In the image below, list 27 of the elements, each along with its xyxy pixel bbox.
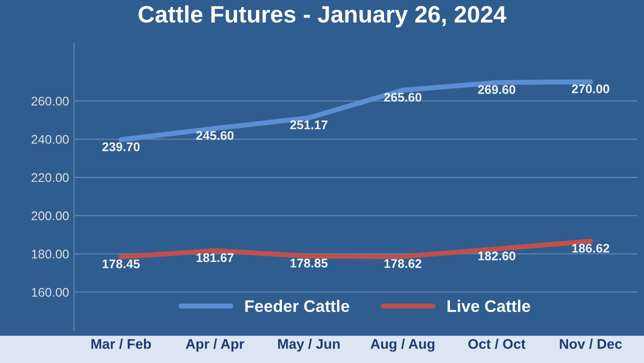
- x-tick-label: Mar / Feb: [91, 338, 151, 350]
- x-tick-label: Aug / Aug: [370, 338, 434, 352]
- y-tick-label: 260.00: [32, 96, 69, 106]
- y-tick-label: 180.00: [32, 250, 69, 259]
- x-tick-label: Nov / Dec: [560, 338, 622, 350]
- y-tick-label: 160.00: [32, 288, 69, 297]
- data-label: 186.62: [572, 244, 610, 253]
- data-label: 182.60: [478, 252, 516, 260]
- legend-label: Live Cattle: [448, 300, 530, 312]
- data-label: 178.45: [102, 259, 140, 268]
- data-label: 269.60: [478, 85, 516, 94]
- data-label: 178.62: [384, 259, 422, 268]
- data-label: 181.67: [196, 253, 234, 262]
- data-label: 270.00: [572, 84, 610, 94]
- data-label: 178.85: [290, 258, 328, 268]
- data-label: 265.60: [384, 92, 422, 102]
- data-label: 245.60: [196, 131, 234, 140]
- legend-label: Feeder Cattle: [245, 300, 350, 312]
- x-tick-label: Apr / Apr: [186, 338, 244, 352]
- x-tick-label: May / Jun: [278, 338, 340, 352]
- data-label: 251.17: [290, 120, 328, 130]
- data-label: 239.70: [102, 142, 140, 152]
- chart-title: Cattle Futures - January 26, 2024: [138, 5, 506, 28]
- y-tick-label: 220.00: [32, 173, 69, 182]
- y-tick-label: 200.00: [32, 211, 69, 220]
- y-tick-label: 240.00: [32, 134, 69, 144]
- x-tick-label: Oct / Oct: [468, 338, 526, 350]
